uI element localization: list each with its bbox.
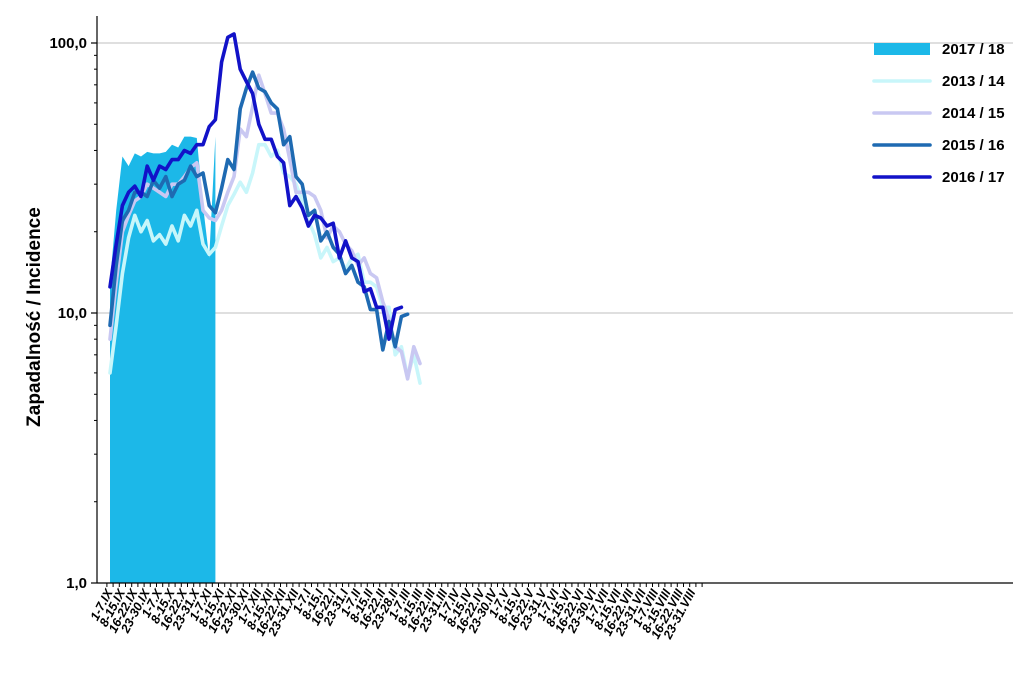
legend-entry-label: 2017 / 18 [942,41,1005,58]
legend: 2017 / 18 2013 / 14 2014 / 15 2015 / 16 2016… [872,41,1005,186]
legend-entry-label: 2016 / 17 [942,169,1005,186]
area-series-2017-18 [110,136,216,583]
line-series-2016-17 [108,32,404,341]
line-series-2015-16 [108,70,410,352]
legend-swatch-area [874,43,930,55]
gridlines [97,42,1013,314]
legend-entry-label: 2013 / 14 [942,73,1005,90]
y-tick-label: 10,0 [58,305,87,322]
line-series-2013-14 [108,142,422,385]
legend-entry-label: 2014 / 15 [942,105,1005,122]
line-series-layer [108,32,422,385]
area-series-layer [110,136,216,583]
legend-entry-label: 2015 / 16 [942,137,1005,154]
y-tick-label: 1,0 [66,575,87,592]
y-axis-label: Zapadalność / Incidence [24,207,45,427]
y-tick-label: 100,0 [49,35,87,52]
